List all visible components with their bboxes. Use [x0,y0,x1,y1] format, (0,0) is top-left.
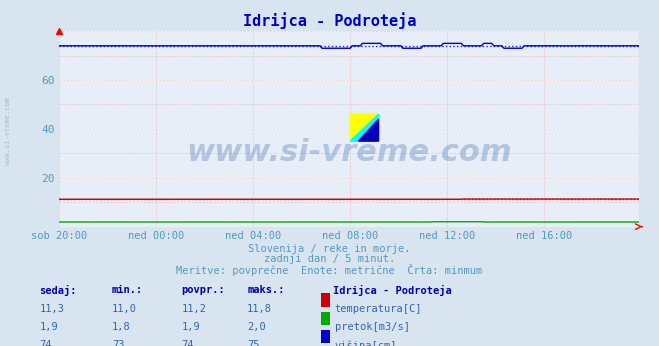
Text: 2,0: 2,0 [247,322,266,332]
Text: Idrijca - Podroteja: Idrijca - Podroteja [243,12,416,29]
Text: povpr.:: povpr.: [181,285,225,295]
Text: Idrijca - Podroteja: Idrijca - Podroteja [333,285,451,297]
Text: 11,3: 11,3 [40,304,65,314]
Text: 75: 75 [247,340,260,346]
Text: Slovenija / reke in morje.: Slovenija / reke in morje. [248,244,411,254]
Text: višina[cm]: višina[cm] [335,340,397,346]
Text: maks.:: maks.: [247,285,285,295]
Text: 1,9: 1,9 [40,322,58,332]
Text: temperatura[C]: temperatura[C] [335,304,422,314]
Polygon shape [358,119,378,141]
Text: zadnji dan / 5 minut.: zadnji dan / 5 minut. [264,254,395,264]
Text: 11,8: 11,8 [247,304,272,314]
Text: www.si-vreme.com: www.si-vreme.com [186,138,512,167]
Text: www.si-vreme.com: www.si-vreme.com [5,98,11,165]
Text: 73: 73 [112,340,125,346]
Text: 11,0: 11,0 [112,304,137,314]
Text: min.:: min.: [112,285,143,295]
Text: 1,9: 1,9 [181,322,200,332]
Text: 74: 74 [181,340,194,346]
Text: 74: 74 [40,340,52,346]
Text: Meritve: povprečne  Enote: metrične  Črta: minmum: Meritve: povprečne Enote: metrične Črta:… [177,264,482,276]
Text: sedaj:: sedaj: [40,285,77,297]
Text: pretok[m3/s]: pretok[m3/s] [335,322,410,332]
Polygon shape [351,114,378,141]
Text: 1,8: 1,8 [112,322,130,332]
Polygon shape [351,114,378,141]
Text: 11,2: 11,2 [181,304,206,314]
